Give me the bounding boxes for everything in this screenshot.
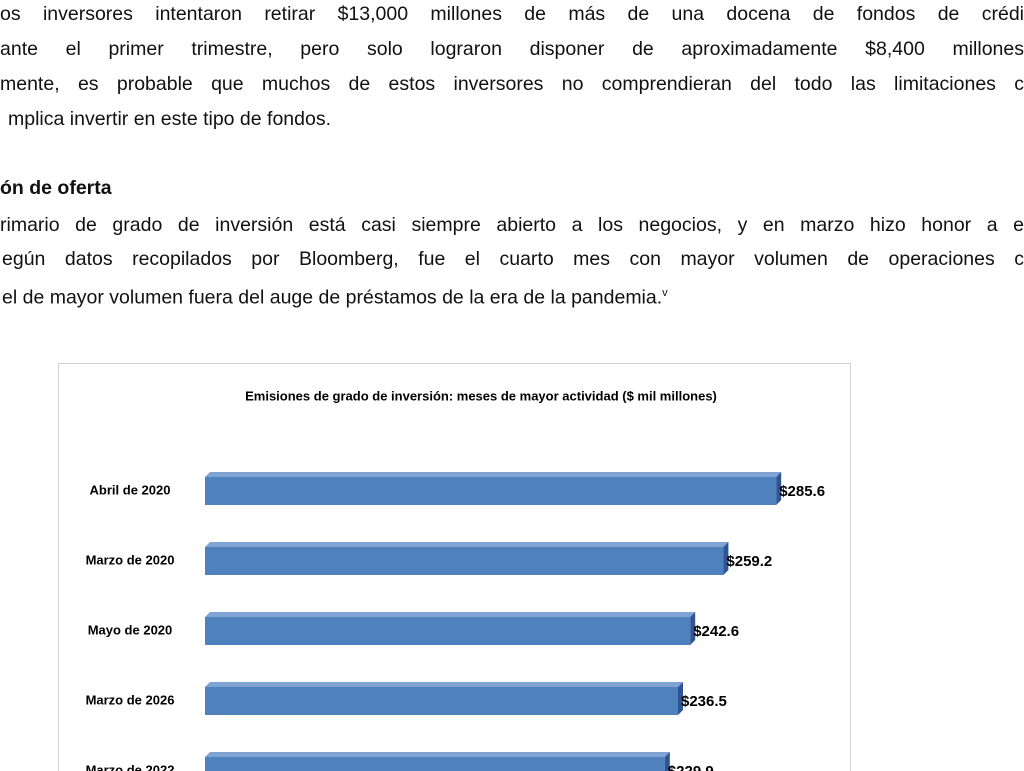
category-label: Mayo de 2020 — [88, 622, 173, 637]
value-label: $242.6 — [693, 623, 739, 640]
text: el de mayor volumen fuera del auge de pr… — [2, 286, 663, 309]
value-label: $236.5 — [681, 693, 727, 710]
bar — [205, 752, 670, 771]
footnote-marker: v — [662, 287, 668, 299]
value-label: $259.2 — [726, 553, 772, 570]
value-label: $285.6 — [779, 483, 825, 500]
bar — [205, 682, 683, 715]
text-line: mplica invertir en este tipo de fondos. — [8, 108, 332, 130]
heading: ón de oferta — [0, 177, 112, 199]
text-line: rimario de grado de inversión está casi … — [0, 214, 1024, 236]
text-line: os inversores intentaron retirar $13,000… — [0, 3, 1024, 25]
text-line: el de mayor volumen fuera del auge de pr… — [2, 281, 668, 310]
text-line: ante el primer trimestre, pero solo logr… — [0, 38, 1024, 60]
category-label: Abril de 2020 — [90, 482, 171, 497]
chart-title: Emisiones de grado de inversión: meses d… — [245, 388, 717, 403]
category-label: Marzo de 2020 — [86, 552, 175, 567]
value-label: $229.9 — [668, 763, 714, 771]
bar — [205, 542, 729, 575]
bar — [205, 612, 696, 645]
text-line: mente, es probable que muchos de estos i… — [0, 73, 1024, 95]
category-label: Marzo de 2026 — [86, 692, 175, 707]
text-line: egún datos recopilados por Bloomberg, fu… — [2, 248, 1024, 270]
category-label: Marzo de 2022 — [86, 762, 175, 771]
bar — [205, 472, 782, 505]
